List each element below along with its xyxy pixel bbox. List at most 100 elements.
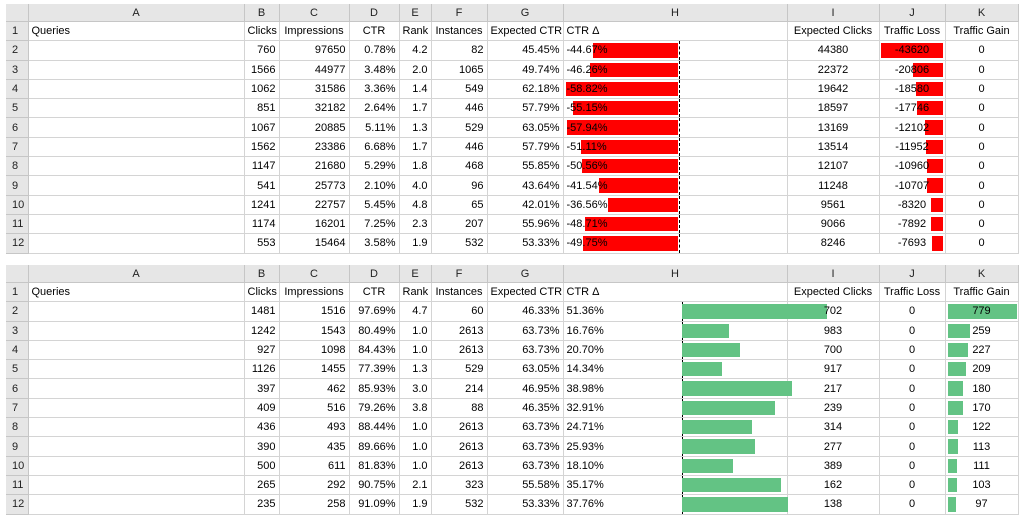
query-cell[interactable] [28, 378, 245, 399]
traffic-loss-cell[interactable]: -18580 [879, 79, 946, 100]
query-cell[interactable] [28, 359, 245, 380]
ctr-delta-cell[interactable]: 38.98% [563, 378, 792, 399]
instances-cell[interactable]: 446 [431, 137, 488, 158]
ctr-delta-cell[interactable]: -41.54% [563, 175, 788, 196]
row-number[interactable]: 3 [6, 321, 29, 341]
header-traffic-loss[interactable]: Traffic Loss [879, 21, 946, 42]
column-letter-d[interactable]: D [349, 265, 400, 283]
traffic-gain-cell[interactable]: 170 [945, 398, 1019, 419]
header-rank[interactable]: Rank [399, 21, 432, 42]
traffic-gain-cell[interactable]: 0 [945, 40, 1019, 61]
query-cell[interactable] [28, 195, 245, 215]
query-cell[interactable] [28, 321, 245, 341]
ctr-cell[interactable]: 91.09% [349, 494, 400, 515]
clicks-cell[interactable]: 265 [244, 475, 280, 496]
instances-cell[interactable]: 529 [431, 359, 488, 380]
traffic-gain-cell[interactable]: 113 [945, 436, 1019, 457]
ctr-cell[interactable]: 80.49% [349, 321, 400, 341]
query-cell[interactable] [28, 98, 245, 119]
ctr-delta-cell[interactable]: -48.71% [563, 214, 788, 235]
rank-cell[interactable]: 1.3 [399, 117, 432, 138]
column-letter-f[interactable]: F [431, 4, 488, 22]
expected-ctr-cell[interactable]: 45.45% [487, 40, 564, 61]
clicks-cell[interactable]: 436 [244, 417, 280, 438]
row-number[interactable]: 9 [6, 436, 29, 457]
column-letter-d[interactable]: D [349, 4, 400, 22]
rank-cell[interactable]: 2.3 [399, 214, 432, 235]
traffic-gain-cell[interactable]: 779 [945, 301, 1019, 322]
instances-cell[interactable]: 2613 [431, 340, 488, 361]
expected-clicks-cell[interactable]: 44380 [787, 40, 880, 61]
instances-cell[interactable]: 1065 [431, 60, 488, 80]
instances-cell[interactable]: 2613 [431, 321, 488, 341]
expected-clicks-cell[interactable]: 917 [787, 359, 880, 380]
expected-ctr-cell[interactable]: 55.58% [487, 475, 564, 496]
query-cell[interactable] [28, 456, 245, 476]
impressions-cell[interactable]: 493 [279, 417, 350, 438]
row-number[interactable]: 2 [6, 40, 29, 61]
clicks-cell[interactable]: 1566 [244, 60, 280, 80]
clicks-cell[interactable]: 1481 [244, 301, 280, 322]
traffic-loss-cell[interactable]: -10960 [879, 156, 946, 177]
impressions-cell[interactable]: 23386 [279, 137, 350, 158]
header-ctr[interactable]: CTR [349, 282, 400, 303]
row-number[interactable]: 5 [6, 359, 29, 380]
clicks-cell[interactable]: 1062 [244, 79, 280, 100]
expected-clicks-cell[interactable]: 239 [787, 398, 880, 419]
ctr-delta-cell[interactable]: -57.94% [563, 117, 788, 138]
ctr-delta-cell[interactable]: 18.10% [563, 456, 788, 476]
column-letter-b[interactable]: B [244, 4, 280, 22]
header-expected-ctr[interactable]: Expected CTR [487, 21, 564, 42]
instances-cell[interactable]: 214 [431, 378, 488, 399]
clicks-cell[interactable]: 1562 [244, 137, 280, 158]
header-clicks[interactable]: Clicks [244, 21, 280, 42]
traffic-loss-cell[interactable]: -12102 [879, 117, 946, 138]
traffic-gain-cell[interactable]: 0 [945, 60, 1019, 80]
ctr-delta-cell[interactable]: -50.56% [563, 156, 788, 177]
ctr-cell[interactable]: 6.68% [349, 137, 400, 158]
traffic-gain-cell[interactable]: 103 [945, 475, 1019, 496]
expected-ctr-cell[interactable]: 46.35% [487, 398, 564, 419]
ctr-cell[interactable]: 85.93% [349, 378, 400, 399]
expected-clicks-cell[interactable]: 217 [787, 378, 880, 399]
ctr-delta-cell[interactable]: 20.70% [563, 340, 788, 361]
query-cell[interactable] [28, 156, 245, 177]
expected-ctr-cell[interactable]: 53.33% [487, 233, 564, 254]
expected-clicks-cell[interactable]: 11248 [787, 175, 880, 196]
ctr-cell[interactable]: 5.11% [349, 117, 400, 138]
traffic-gain-cell[interactable]: 97 [945, 494, 1019, 515]
expected-clicks-cell[interactable]: 162 [787, 475, 880, 496]
expected-ctr-cell[interactable]: 63.73% [487, 340, 564, 361]
rank-cell[interactable]: 3.0 [399, 378, 432, 399]
row-number[interactable]: 6 [6, 378, 29, 399]
column-letter-c[interactable]: C [279, 265, 350, 283]
expected-ctr-cell[interactable]: 46.33% [487, 301, 564, 322]
ctr-cell[interactable]: 2.10% [349, 175, 400, 196]
expected-clicks-cell[interactable]: 9561 [787, 195, 880, 215]
expected-ctr-cell[interactable]: 49.74% [487, 60, 564, 80]
impressions-cell[interactable]: 44977 [279, 60, 350, 80]
ctr-cell[interactable]: 77.39% [349, 359, 400, 380]
ctr-delta-cell[interactable]: -51.11% [563, 137, 788, 158]
impressions-cell[interactable]: 97650 [279, 40, 350, 61]
traffic-loss-cell[interactable]: -11952 [879, 137, 946, 158]
traffic-loss-cell[interactable]: 0 [879, 378, 946, 399]
ctr-cell[interactable]: 0.78% [349, 40, 400, 61]
traffic-gain-cell[interactable]: 0 [945, 214, 1019, 235]
traffic-loss-cell[interactable]: -8320 [879, 195, 946, 215]
header-clicks[interactable]: Clicks [244, 282, 280, 303]
ctr-delta-cell[interactable]: 35.17% [563, 475, 788, 496]
impressions-cell[interactable]: 258 [279, 494, 350, 515]
instances-cell[interactable]: 60 [431, 301, 488, 322]
rank-cell[interactable]: 1.0 [399, 340, 432, 361]
expected-ctr-cell[interactable]: 55.85% [487, 156, 564, 177]
traffic-gain-cell[interactable]: 0 [945, 117, 1019, 138]
instances-cell[interactable]: 2613 [431, 456, 488, 476]
query-cell[interactable] [28, 494, 245, 515]
query-cell[interactable] [28, 137, 245, 158]
expected-ctr-cell[interactable]: 57.79% [487, 137, 564, 158]
traffic-loss-cell[interactable]: 0 [879, 340, 946, 361]
ctr-cell[interactable]: 3.48% [349, 60, 400, 80]
ctr-delta-cell[interactable]: 37.76% [563, 494, 789, 515]
row-number[interactable]: 10 [6, 456, 29, 476]
